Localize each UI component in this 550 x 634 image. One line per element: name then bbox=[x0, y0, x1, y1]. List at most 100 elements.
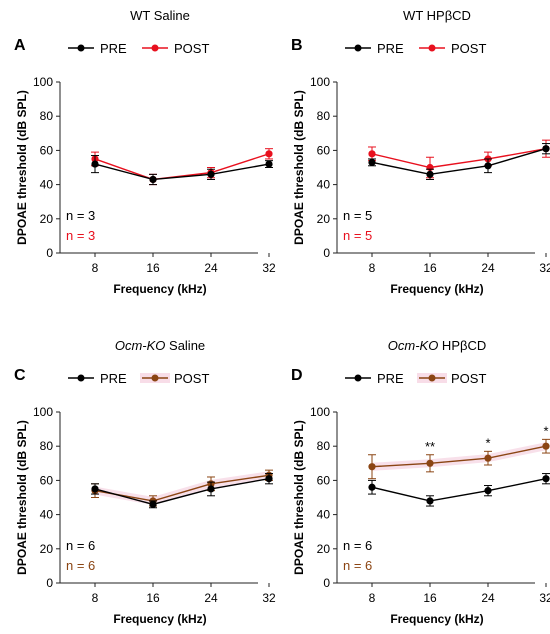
n-label-post: n = 5 bbox=[343, 228, 372, 243]
x-axis-label: Frequency (kHz) bbox=[113, 282, 206, 296]
series-pre-point bbox=[542, 475, 550, 483]
y-tick-label: 60 bbox=[317, 143, 331, 157]
x-tick-label: 16 bbox=[423, 261, 437, 275]
y-tick-label: 60 bbox=[40, 143, 54, 157]
legend-pre-marker bbox=[77, 44, 85, 52]
x-tick-label: 24 bbox=[204, 261, 218, 275]
x-tick-label: 32 bbox=[539, 591, 550, 605]
x-tick-label: 16 bbox=[423, 591, 437, 605]
legend: PRE POST bbox=[345, 41, 486, 56]
x-tick-label: 16 bbox=[146, 591, 160, 605]
series-post-point bbox=[426, 459, 434, 467]
n-label-pre: n = 5 bbox=[343, 208, 372, 223]
series-pre-point bbox=[207, 170, 215, 178]
panel-label: D bbox=[291, 367, 303, 384]
series-post-line bbox=[371, 148, 547, 169]
y-tick-label: 40 bbox=[317, 178, 331, 192]
y-tick-label: 40 bbox=[40, 178, 54, 192]
y-tick-label: 40 bbox=[40, 508, 54, 522]
x-tick-label: 32 bbox=[539, 261, 550, 275]
x-tick-label: 24 bbox=[481, 591, 495, 605]
y-axis-label: DPOAE threshold (dB SPL) bbox=[15, 420, 29, 575]
series-pre-point bbox=[265, 475, 273, 483]
legend-pre-label: PRE bbox=[377, 41, 404, 56]
series-pre-line bbox=[371, 478, 547, 502]
series-pre-point bbox=[207, 485, 215, 493]
legend-post-label: POST bbox=[451, 371, 486, 386]
chart-panel-d: D Ocm-KO HPβCD PRE POST 0 20 40 60 80 100 8 16 24 32 F… bbox=[291, 338, 550, 626]
series-post-point bbox=[542, 442, 550, 450]
panel-label: C bbox=[14, 367, 26, 384]
series-pre-point bbox=[368, 483, 376, 491]
y-axis-label: DPOAE threshold (dB SPL) bbox=[292, 90, 306, 245]
y-tick-label: 60 bbox=[40, 473, 54, 487]
chart-title: Ocm-KO Saline bbox=[115, 338, 205, 353]
series-pre-line bbox=[371, 148, 547, 176]
series-post bbox=[368, 139, 550, 179]
series-pre-point bbox=[426, 170, 434, 178]
legend: PRE POST bbox=[68, 41, 209, 56]
legend-post-marker bbox=[428, 44, 436, 52]
y-tick-label: 80 bbox=[317, 439, 331, 453]
series-post bbox=[368, 438, 550, 480]
chart-title-italic: Ocm-KO bbox=[388, 338, 439, 353]
x-axis-label: Frequency (kHz) bbox=[390, 282, 483, 296]
y-tick-label: 0 bbox=[323, 576, 330, 590]
significance-marker: ** bbox=[425, 439, 435, 454]
chart-title: WT HPβCD bbox=[403, 8, 471, 23]
y-tick-label: 0 bbox=[323, 246, 330, 260]
y-tick-label: 80 bbox=[40, 109, 54, 123]
series-post-band bbox=[95, 471, 269, 505]
legend-post-label: POST bbox=[451, 41, 486, 56]
x-axis-label: Frequency (kHz) bbox=[113, 612, 206, 626]
significance-marker: * bbox=[485, 435, 490, 450]
chart-title-italic: Ocm-KO bbox=[115, 338, 166, 353]
series-pre-point bbox=[484, 162, 492, 170]
series-pre-point bbox=[149, 500, 157, 508]
y-tick-label: 80 bbox=[40, 439, 54, 453]
series-post bbox=[91, 148, 273, 186]
y-tick-label: 100 bbox=[33, 75, 53, 89]
series-post-point bbox=[368, 150, 376, 158]
legend-pre-marker bbox=[354, 374, 362, 382]
chart-panel-a: A WT Saline PRE POST 0 20 40 60 80 100 8 16 24 32 Freq… bbox=[14, 8, 276, 296]
legend-post-label: POST bbox=[174, 371, 209, 386]
n-label-pre: n = 6 bbox=[343, 538, 372, 553]
y-tick-label: 80 bbox=[317, 109, 331, 123]
series-post bbox=[91, 469, 273, 507]
series-pre-line bbox=[94, 478, 270, 506]
series-post-band bbox=[372, 442, 546, 471]
legend-post-marker bbox=[151, 374, 159, 382]
series-pre-point bbox=[484, 487, 492, 495]
significance-marker: * bbox=[543, 423, 548, 438]
y-tick-label: 0 bbox=[46, 576, 53, 590]
x-tick-label: 16 bbox=[146, 261, 160, 275]
series-post-point bbox=[368, 463, 376, 471]
y-axis-label: DPOAE threshold (dB SPL) bbox=[15, 90, 29, 245]
series-pre bbox=[368, 143, 550, 180]
legend: PRE POST bbox=[68, 371, 209, 386]
series-post-point bbox=[484, 454, 492, 462]
series-post-line bbox=[371, 445, 547, 468]
legend-pre-label: PRE bbox=[377, 371, 404, 386]
chart-panel-c: C Ocm-KO Saline PRE POST 0 20 40 60 80 100 8 16 24 32… bbox=[14, 338, 276, 626]
y-tick-label: 60 bbox=[317, 473, 331, 487]
chart-title: Ocm-KO HPβCD bbox=[388, 338, 487, 353]
legend-pre-marker bbox=[354, 44, 362, 52]
y-tick-label: 40 bbox=[317, 508, 331, 522]
n-label-post: n = 6 bbox=[343, 558, 372, 573]
series-pre-point bbox=[265, 160, 273, 168]
chart-title-text: Saline bbox=[165, 338, 205, 353]
y-tick-label: 100 bbox=[310, 75, 330, 89]
x-tick-label: 8 bbox=[92, 261, 99, 275]
y-tick-label: 100 bbox=[33, 405, 53, 419]
series-pre bbox=[91, 473, 273, 509]
x-tick-label: 24 bbox=[481, 261, 495, 275]
y-tick-label: 20 bbox=[40, 542, 54, 556]
legend-post-marker bbox=[151, 44, 159, 52]
y-tick-label: 100 bbox=[310, 405, 330, 419]
n-label-post: n = 3 bbox=[66, 228, 95, 243]
series-pre bbox=[368, 473, 550, 507]
y-tick-label: 20 bbox=[317, 542, 331, 556]
